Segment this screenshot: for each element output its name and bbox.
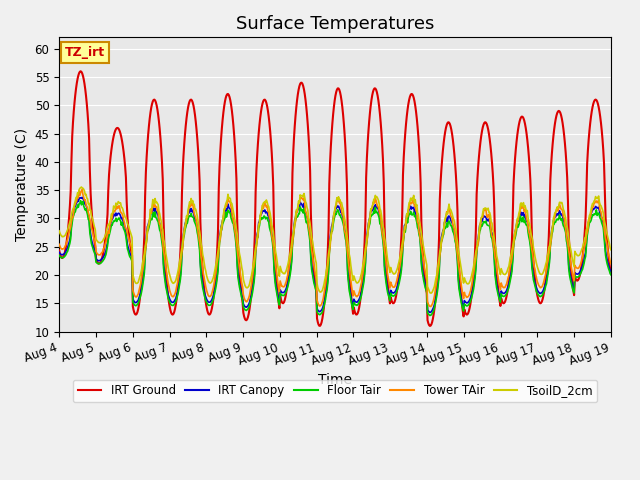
- Y-axis label: Temperature (C): Temperature (C): [15, 128, 29, 241]
- Title: Surface Temperatures: Surface Temperatures: [236, 15, 434, 33]
- Text: TZ_irt: TZ_irt: [65, 46, 105, 59]
- Legend: IRT Ground, IRT Canopy, Floor Tair, Tower TAir, TsoilD_2cm: IRT Ground, IRT Canopy, Floor Tair, Towe…: [73, 380, 597, 402]
- X-axis label: Time: Time: [318, 373, 352, 387]
